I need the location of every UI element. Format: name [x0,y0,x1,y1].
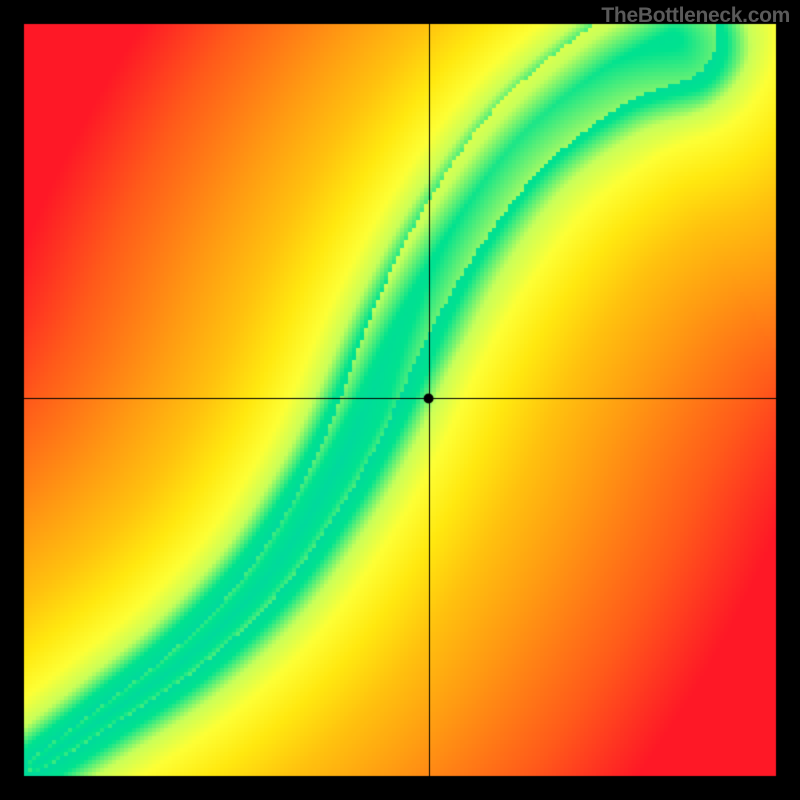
heatmap-canvas [0,0,800,800]
attribution-label: TheBottleneck.com [601,4,790,28]
chart-container: TheBottleneck.com [0,0,800,800]
